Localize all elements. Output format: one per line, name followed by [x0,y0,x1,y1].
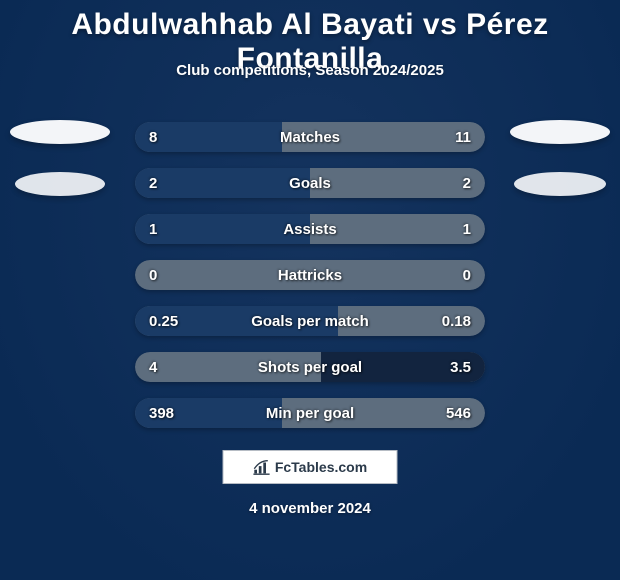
stat-label: Goals [135,168,485,198]
player-left-placeholder [5,120,115,224]
stat-row: 0.25Goals per match0.18 [135,306,485,336]
stat-label: Min per goal [135,398,485,428]
stats-rows: 8Matches11 2Goals2 1Assists1 0Hattricks0 0.2… [135,122,485,444]
placeholder-ellipse [10,120,110,144]
stat-label: Goals per match [135,306,485,336]
stat-label: Matches [135,122,485,152]
fctables-logo: FcTables.com [223,450,398,484]
chart-icon [253,458,271,476]
stat-row: 398Min per goal546 [135,398,485,428]
stat-row: 2Goals2 [135,168,485,198]
stat-row: 0Hattricks0 [135,260,485,290]
stat-right-value: 3.5 [450,352,471,382]
stat-right-value: 0 [463,260,471,290]
stat-row: 8Matches11 [135,122,485,152]
footer-date: 4 november 2024 [0,500,620,517]
stat-right-value: 2 [463,168,471,198]
stat-right-value: 1 [463,214,471,244]
player-right-placeholder [505,120,615,224]
stat-label: Hattricks [135,260,485,290]
stat-right-value: 0.18 [442,306,471,336]
stat-label: Shots per goal [135,352,485,382]
stat-right-value: 546 [446,398,471,428]
page-subtitle: Club competitions, Season 2024/2025 [0,62,620,79]
stat-row: 4Shots per goal3.5 [135,352,485,382]
stat-label: Assists [135,214,485,244]
logo-text: FcTables.com [275,459,367,475]
placeholder-ellipse [514,172,606,196]
stat-row: 1Assists1 [135,214,485,244]
placeholder-ellipse [15,172,105,196]
placeholder-ellipse [510,120,610,144]
stat-right-value: 11 [455,122,471,152]
